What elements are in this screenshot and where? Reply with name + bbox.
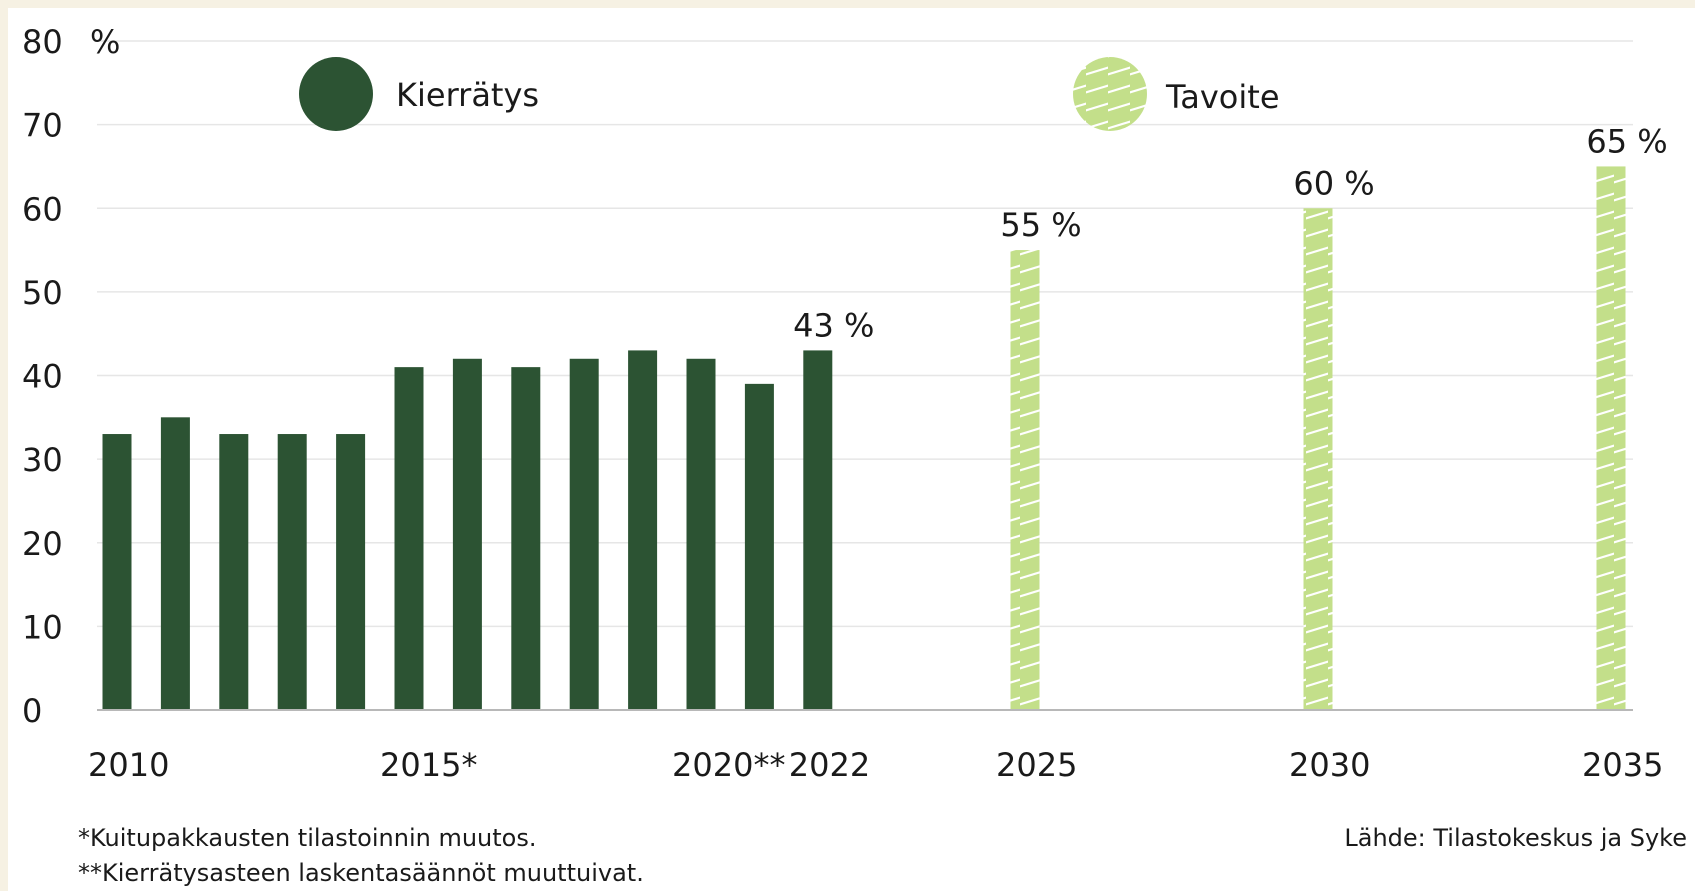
bar-kierratys-2015 bbox=[394, 367, 424, 710]
legend-label-tavoite: Tavoite bbox=[1165, 78, 1280, 116]
bar-kierratys-2019 bbox=[628, 350, 658, 710]
y-tick-label-60: 60 bbox=[22, 190, 63, 228]
bar-tavoite-2030 bbox=[1303, 208, 1333, 710]
footnotes: *Kuitupakkausten tilastoinnin muutos. **K… bbox=[78, 824, 1687, 887]
y-tick-label-50: 50 bbox=[22, 274, 63, 312]
bar-kierratys-2012 bbox=[219, 434, 249, 710]
legend-swatch-kierratys bbox=[299, 57, 373, 131]
bar-kierratys-2018 bbox=[569, 358, 599, 710]
bar-kierratys-2017 bbox=[511, 367, 541, 710]
x-tick-label-2035: 2035 bbox=[1582, 746, 1663, 784]
x-tick-label-2015: 2015* bbox=[380, 746, 477, 784]
bars bbox=[102, 166, 1626, 710]
legend-swatch-tavoite bbox=[1073, 57, 1147, 131]
x-tick-label-2020: 2020** bbox=[672, 746, 785, 784]
data-label-2035: 65 % bbox=[1586, 122, 1667, 160]
y-tick-label-0: 0 bbox=[22, 692, 42, 730]
y-tick-label-80: 80 bbox=[22, 23, 63, 61]
footnote-1: *Kuitupakkausten tilastoinnin muutos. bbox=[78, 824, 536, 852]
y-axis-unit-label: % bbox=[90, 23, 120, 61]
y-tick-label-40: 40 bbox=[22, 358, 63, 396]
bar-kierratys-2013 bbox=[277, 434, 307, 710]
bar-tavoite-2025 bbox=[1010, 250, 1040, 710]
data-label-2030: 60 % bbox=[1293, 164, 1374, 202]
data-labels: 43 % 55 % 60 % 65 % bbox=[793, 122, 1667, 344]
x-tick-label-2025: 2025 bbox=[996, 746, 1077, 784]
x-tick-label-2030: 2030 bbox=[1289, 746, 1370, 784]
bar-kierratys-2014 bbox=[336, 434, 366, 710]
source-note: Lähde: Tilastokeskus ja Syke bbox=[1344, 824, 1687, 852]
x-tick-label-2010: 2010 bbox=[88, 746, 169, 784]
data-label-2022: 43 % bbox=[793, 306, 874, 344]
chart-panel: 0 10 20 30 40 50 60 70 80% 2010 2015* 2020** 2022 202… bbox=[8, 8, 1695, 891]
y-tick-label-10: 10 bbox=[22, 608, 63, 646]
bar-kierratys-2011 bbox=[160, 417, 190, 710]
y-tick-label-20: 20 bbox=[22, 525, 63, 563]
y-tick-label-30: 30 bbox=[22, 441, 63, 479]
bar-kierratys-2021 bbox=[744, 383, 774, 710]
bar-tavoite-2035 bbox=[1596, 166, 1626, 710]
data-label-2025: 55 % bbox=[1000, 206, 1081, 244]
x-tick-label-2022: 2022 bbox=[789, 746, 870, 784]
footnote-2: **Kierrätysasteen laskentasäännöt muuttu… bbox=[78, 859, 644, 887]
bar-kierratys-2020 bbox=[686, 358, 716, 710]
bar-kierratys-2016 bbox=[452, 358, 482, 710]
y-tick-label-70: 70 bbox=[22, 107, 63, 145]
bar-kierratys-2010 bbox=[102, 434, 132, 710]
legend: Kierrätys Tavoite bbox=[299, 57, 1280, 131]
legend-label-kierratys: Kierrätys bbox=[396, 76, 539, 114]
bar-kierratys-2022 bbox=[803, 350, 833, 710]
